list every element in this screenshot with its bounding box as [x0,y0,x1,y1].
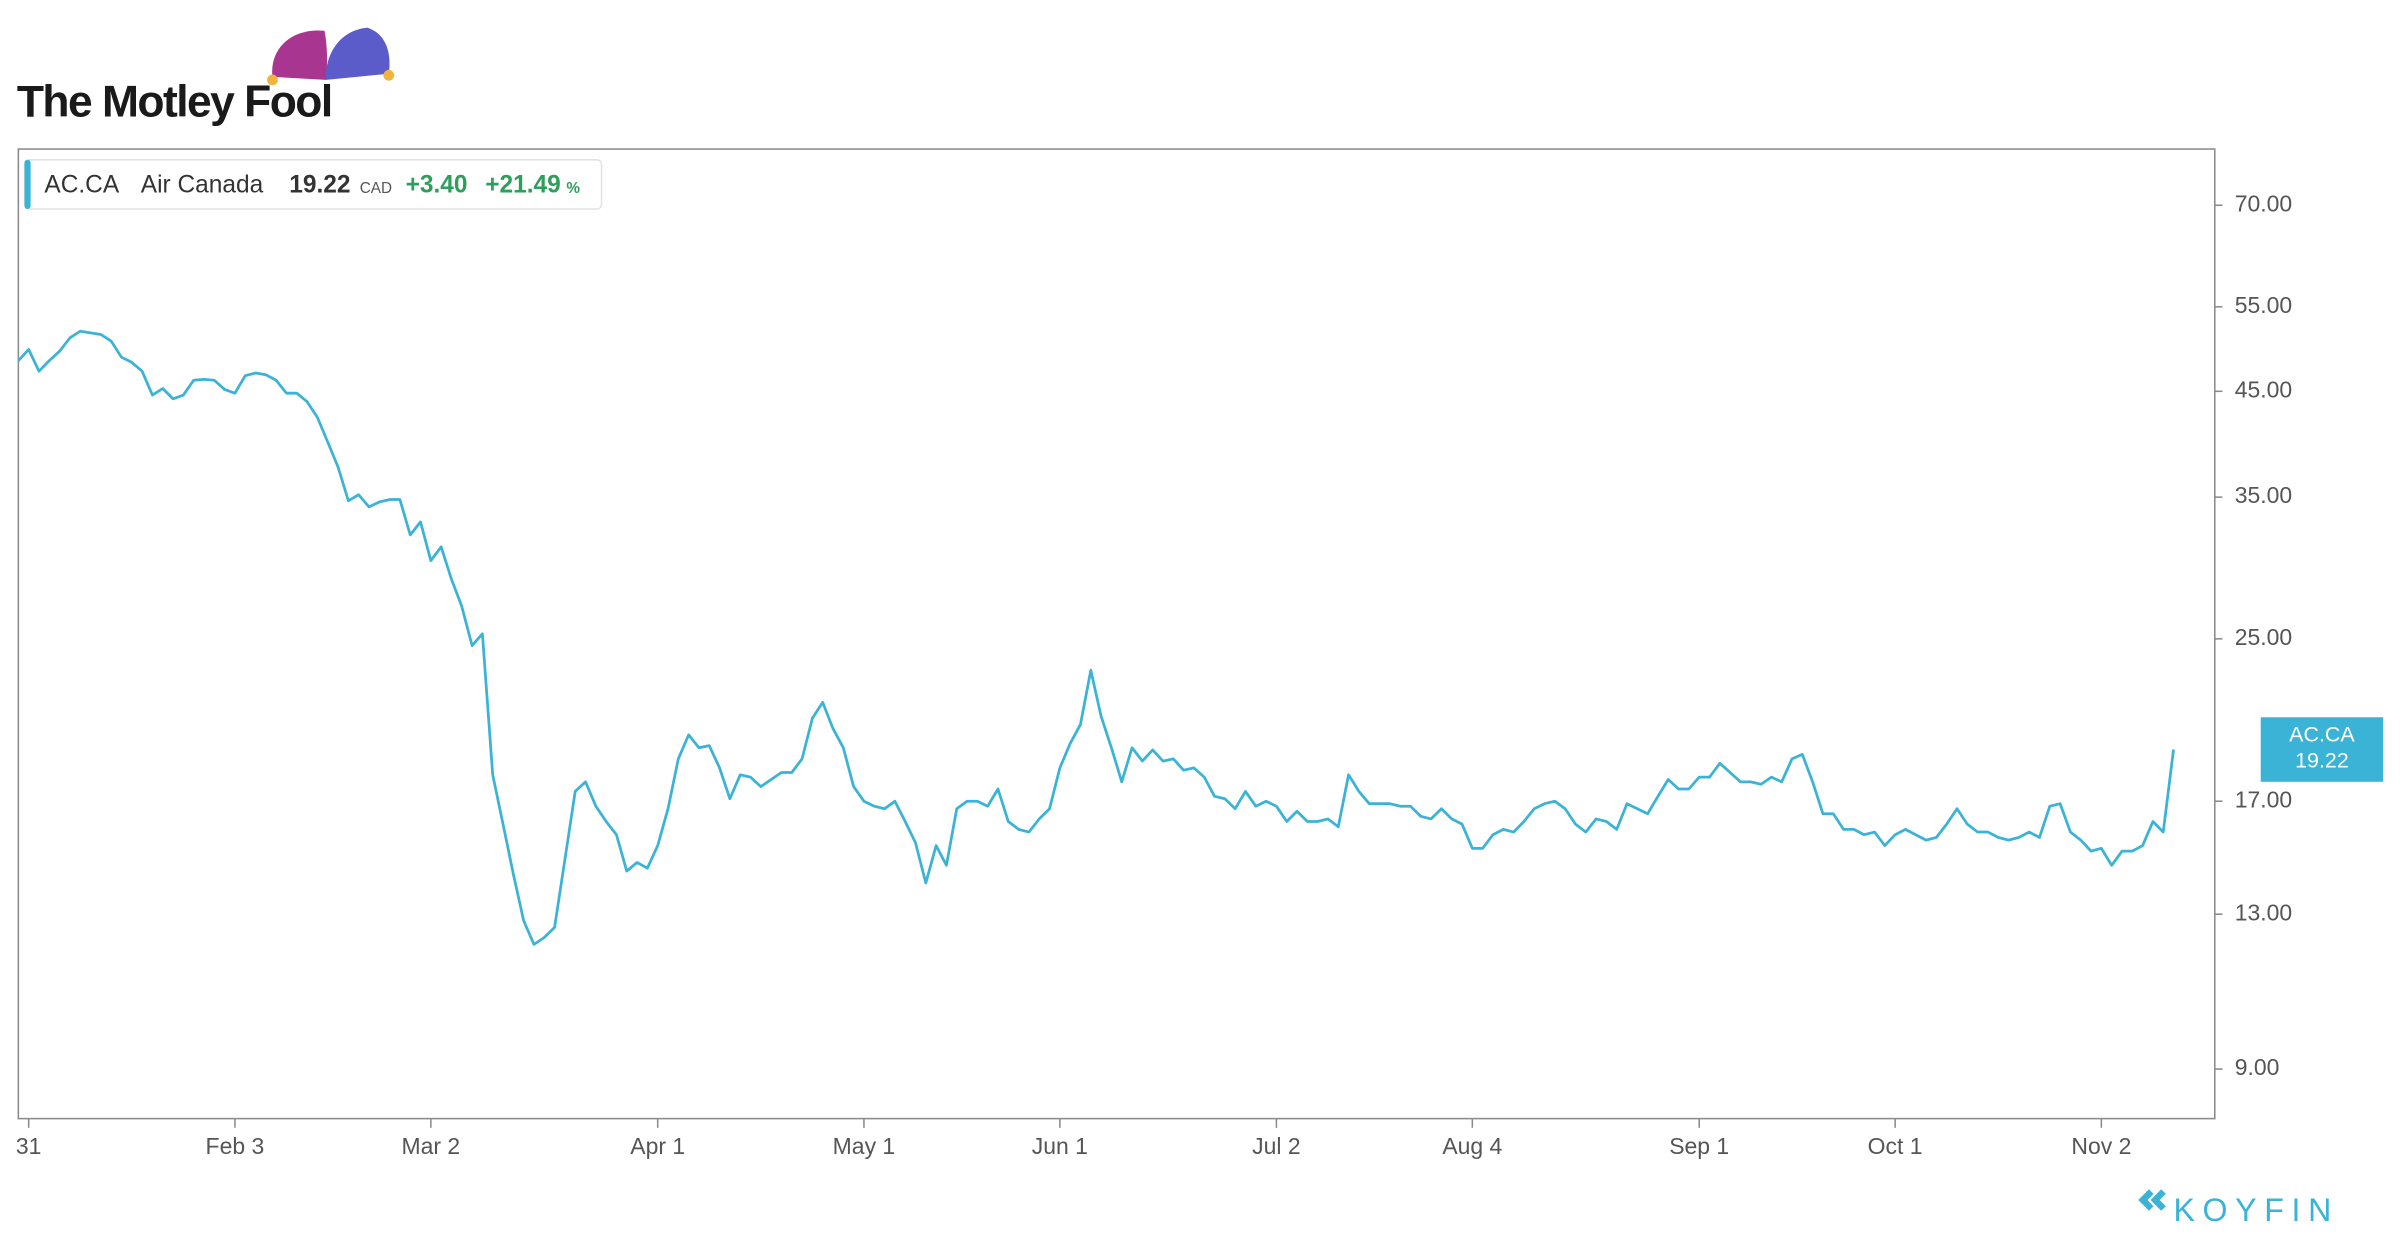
y-tick-label: 55.00 [2235,292,2292,318]
change-pct: +21.49 [485,171,561,198]
currency: CAD [360,180,392,197]
company-name: Air Canada [141,171,264,198]
y-tick-label: 25.00 [2235,624,2292,650]
x-tick-label: Jul 2 [1252,1133,1300,1159]
ticker: AC.CA [44,171,119,198]
x-tick-label: Feb 3 [206,1133,265,1159]
x-tick-label: Apr 1 [630,1133,685,1159]
source-text: KOYFIN [2173,1192,2339,1228]
x-tick-label: Aug 4 [1442,1133,1502,1159]
price-line [17,329,2175,946]
logo-text: The Motley Fool [17,77,332,126]
x-tick-label: Oct 1 [1868,1133,1923,1159]
x-tick-label: Jun 1 [1032,1133,1088,1159]
y-tick-label: 45.00 [2235,376,2292,402]
tag-box [2260,717,2384,782]
x-tick-label: Sep 1 [1669,1133,1729,1159]
quote-header: AC.CA Air Canada 19.22 CAD +3.40 +21.49 … [23,159,603,210]
header-accent [24,159,31,209]
x-tick-label: May 1 [833,1133,896,1159]
pct-unit: % [566,180,580,197]
logo: The Motley Fool [17,27,395,126]
tag-ticker: AC.CA [2289,722,2355,746]
source-logo: KOYFIN [2138,1189,2339,1228]
plot-frame [17,148,2216,1120]
price: 19.22 [289,171,350,198]
x-tick-label: 31 [16,1133,42,1159]
y-tick-label: 17.00 [2235,786,2292,812]
change: +3.40 [406,171,468,198]
y-tick-label: 70.00 [2235,190,2292,216]
y-tick-label: 35.00 [2235,482,2292,508]
x-tick-label: Nov 2 [2071,1133,2131,1159]
tag-price: 19.22 [2295,748,2349,772]
y-tick-label: 13.00 [2235,899,2292,925]
y-tick-label: 9.00 [2235,1054,2280,1080]
x-tick-label: Mar 2 [402,1133,461,1159]
